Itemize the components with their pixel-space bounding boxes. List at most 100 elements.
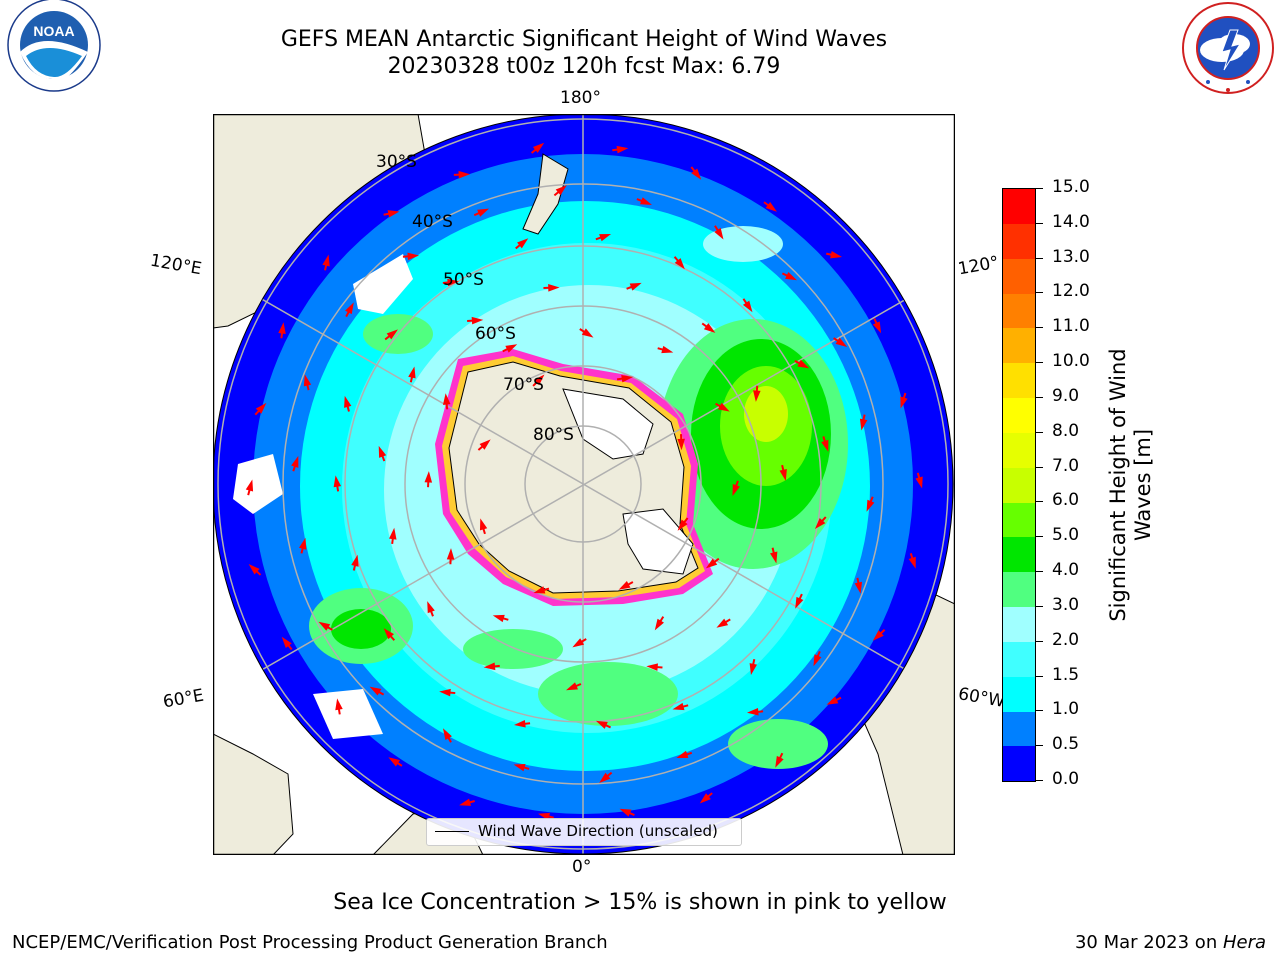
chart-subtitle: 20230328 t00z 120h fcst Max: 6.79 [387,54,781,79]
wave-direction-arrowhead [821,439,829,452]
wave-direction-arrowhead [566,682,578,691]
colorbar-segment [1003,572,1035,608]
colorbar-tick-mark [1035,675,1043,677]
colorbar-tick-mark [1035,327,1043,329]
wave-direction-arrowhead [677,519,688,531]
wave-direction-arrowhead [717,402,730,412]
sea-ice-note: Sea Ice Concentration > 15% is shown in … [333,890,947,915]
wave-direction-arrowhead [572,638,585,648]
colorbar-segment [1003,711,1035,747]
wave-direction-arrowhead [278,322,286,335]
lat-label-60s: 60°S [475,324,516,344]
wave-direction-arrowhead [281,636,292,649]
wave-direction-arrowhead [442,728,452,740]
colorbar-segment [1003,641,1035,677]
wave-direction-arrowhead [533,586,546,594]
wave-direction-arrowhead [676,750,689,758]
colorbar-tick-mark [1035,745,1043,747]
colorbar-tick-label: 3.0 [1052,594,1080,615]
wave-direction-arrowhead [245,479,254,492]
colorbar-label-line2: Waves [m] [1131,428,1155,542]
wave-direction-arrowhead [248,564,260,575]
wave-direction-arrowhead [407,252,420,261]
wave-direction-arrowhead [654,618,664,631]
wave-direction-arrowhead [646,663,658,671]
colorbar-tick-label: 5.0 [1052,525,1080,546]
wave-direction-arrowhead [447,278,459,287]
colorbar-tick-label: 2.0 [1052,629,1080,650]
wave-direction-arrowhead [378,445,387,458]
wave-direction-arrowhead [714,227,724,240]
colorbar-tick-mark [1035,222,1043,224]
legend-label: Wind Wave Direction (unscaled) [478,822,718,840]
wave-direction-arrowhead [872,321,882,334]
wave-direction-arrowhead [900,396,908,409]
colorbar-segment [1003,467,1035,503]
wave-direction-arrowhead [513,763,526,772]
wave-direction-arrowhead [826,696,839,705]
wave-direction-arrowhead [344,395,352,408]
wave-direction-arrowhead [915,476,923,489]
wave-direction-arrowhead [335,698,343,711]
wave-direction-arrowhead [492,614,505,623]
wave-direction-arrowhead [477,208,490,217]
colorbar-tick-label: 11.0 [1052,316,1090,337]
colorbar-label: Significant Height of Wind Waves [m] [1106,348,1156,621]
lon-label-0: 0° [572,857,592,877]
colorbar-segment [1003,537,1035,573]
lat-label-70s: 70°S [503,375,544,395]
colorbar-tick-label: 8.0 [1052,420,1080,441]
wave-direction-arrowhead [859,418,868,431]
lat-label-80s: 80°S [533,425,574,445]
wave-direction-arrowhead [779,468,787,481]
wave-direction-arrowhead [386,329,398,340]
colorbar-tick-mark [1035,188,1043,189]
wind-wave-vectors [245,142,923,821]
wave-direction-arrowhead [387,210,400,218]
colorbar-tick-mark [1035,710,1043,712]
footer-date-text: 30 Mar 2023 on [1074,932,1223,953]
wave-direction-arrowhead [479,518,488,531]
wave-direction-arrowhead [471,316,484,325]
colorbar-tick-label: 4.0 [1052,560,1080,581]
colorbar-tick-label: 6.0 [1052,490,1080,511]
wave-direction-arrowhead [639,197,652,205]
wave-direction-arrowhead [442,393,451,405]
colorbar-tick-mark [1035,501,1043,503]
colorbar-tick-label: 15.0 [1052,177,1090,197]
wave-direction-arrowhead [866,499,875,512]
wave-direction-arrowhead [753,390,761,402]
chart-title: GEFS MEAN Antarctic Significant Height o… [280,27,888,52]
wave-direction-arrowhead [439,688,451,697]
colorbar-tick-label: 10.0 [1052,351,1090,372]
colorbar-tick-label: 1.0 [1052,699,1080,720]
wave-direction-arrowhead [291,455,299,468]
colorbar-tick-mark [1035,257,1043,259]
colorbar-tick-mark [1035,396,1043,398]
noaa-wordmark: NOAA [33,23,74,39]
wave-direction-arrowhead [618,580,631,590]
wave-direction-arrowhead [318,621,331,631]
wave-direction-arrowhead [345,302,354,315]
colorbar-segment [1003,432,1035,468]
colorbar-tick-label: 14.0 [1052,211,1090,232]
wave-direction-arrowhead [333,475,342,488]
wave-direction-arrowhead [513,719,526,728]
wave-direction-arrowhead [599,233,612,242]
colorbar-label-line1: Significant Height of Wind [1106,348,1130,622]
wave-direction-arrowhead [854,581,863,594]
wave-direction-arrowhead [459,798,472,806]
wave-direction-arrowhead [691,168,702,180]
noaa-logo: NOAA [7,0,101,92]
colorbar-tick-label: 1.5 [1052,664,1080,685]
wave-direction-arrowhead [674,258,685,270]
colorbar-tick-label: 0.5 [1052,734,1080,755]
wave-direction-arrowhead [746,707,759,716]
wave-direction-arrowhead [383,628,394,640]
lon-label-180: 180° [560,88,601,108]
colorbar-tick-mark [1035,431,1043,433]
wave-direction-arrowhead [765,201,777,212]
wave-direction-arrowhead [533,374,545,386]
colorbar [1002,188,1036,782]
wave-direction-arrowhead [446,548,455,560]
